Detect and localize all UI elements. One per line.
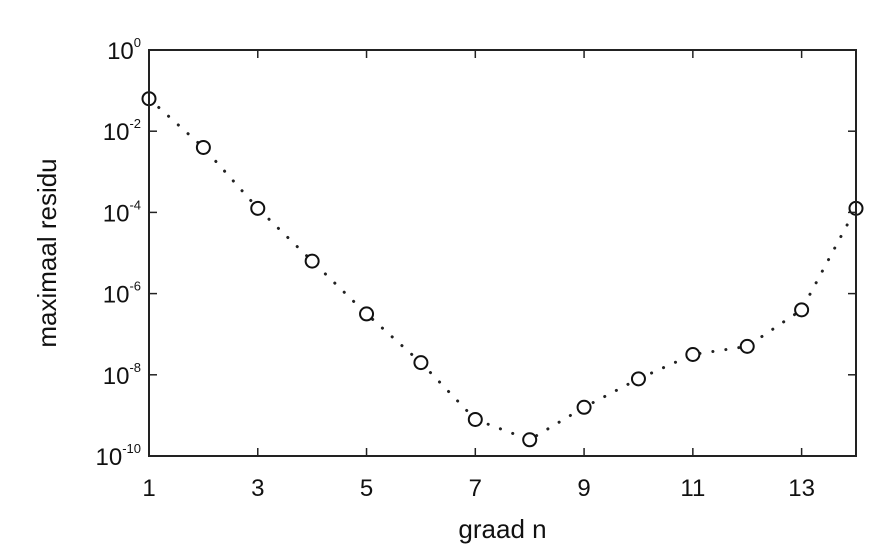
x-tick-label: 1 <box>142 475 155 502</box>
x-tick-label: 3 <box>251 475 264 502</box>
chart-marks <box>141 91 864 448</box>
y-tick-exponent: -2 <box>129 116 141 131</box>
data-point <box>576 399 592 415</box>
y-tick-exponent: -10 <box>122 441 141 456</box>
data-point <box>522 432 538 448</box>
data-point <box>413 355 429 371</box>
series-dotted-line <box>147 97 858 442</box>
data-point <box>630 371 646 387</box>
y-axis-label: maximaal residu <box>32 158 62 347</box>
data-point <box>739 338 755 354</box>
data-point <box>195 139 211 155</box>
data-point <box>685 347 701 362</box>
y-tick-base: 10 <box>103 363 130 390</box>
y-tick-label: 10-8 <box>103 360 141 390</box>
data-point <box>250 200 266 216</box>
x-tick-label: 13 <box>788 475 815 502</box>
y-tick-exponent: 0 <box>134 35 141 50</box>
plot-frame <box>148 49 857 457</box>
y-tick-base: 10 <box>107 38 134 65</box>
data-point <box>794 302 810 318</box>
x-axis-label: graad n <box>458 514 546 544</box>
y-tick-label: 10-4 <box>103 197 141 227</box>
x-tick-label: 11 <box>680 475 705 502</box>
y-tick-base: 10 <box>103 200 130 227</box>
y-tick-base: 10 <box>103 282 130 309</box>
x-tick-label: 9 <box>577 475 590 502</box>
y-tick-base: 10 <box>103 119 130 146</box>
y-tick-exponent: -4 <box>129 197 141 212</box>
y-tick-label: 10-10 <box>96 441 142 471</box>
data-point <box>304 253 320 269</box>
x-tick-label: 7 <box>469 475 482 502</box>
y-tick-label: 100 <box>107 35 141 65</box>
data-point <box>359 306 375 322</box>
y-tick-base: 10 <box>96 444 123 471</box>
y-tick-label: 10-2 <box>103 116 141 146</box>
y-tick-exponent: -6 <box>129 279 141 294</box>
y-tick-label: 10-6 <box>103 279 141 309</box>
y-tick-exponent: -8 <box>129 360 141 375</box>
data-point <box>467 411 483 427</box>
x-tick-label: 5 <box>360 475 373 502</box>
